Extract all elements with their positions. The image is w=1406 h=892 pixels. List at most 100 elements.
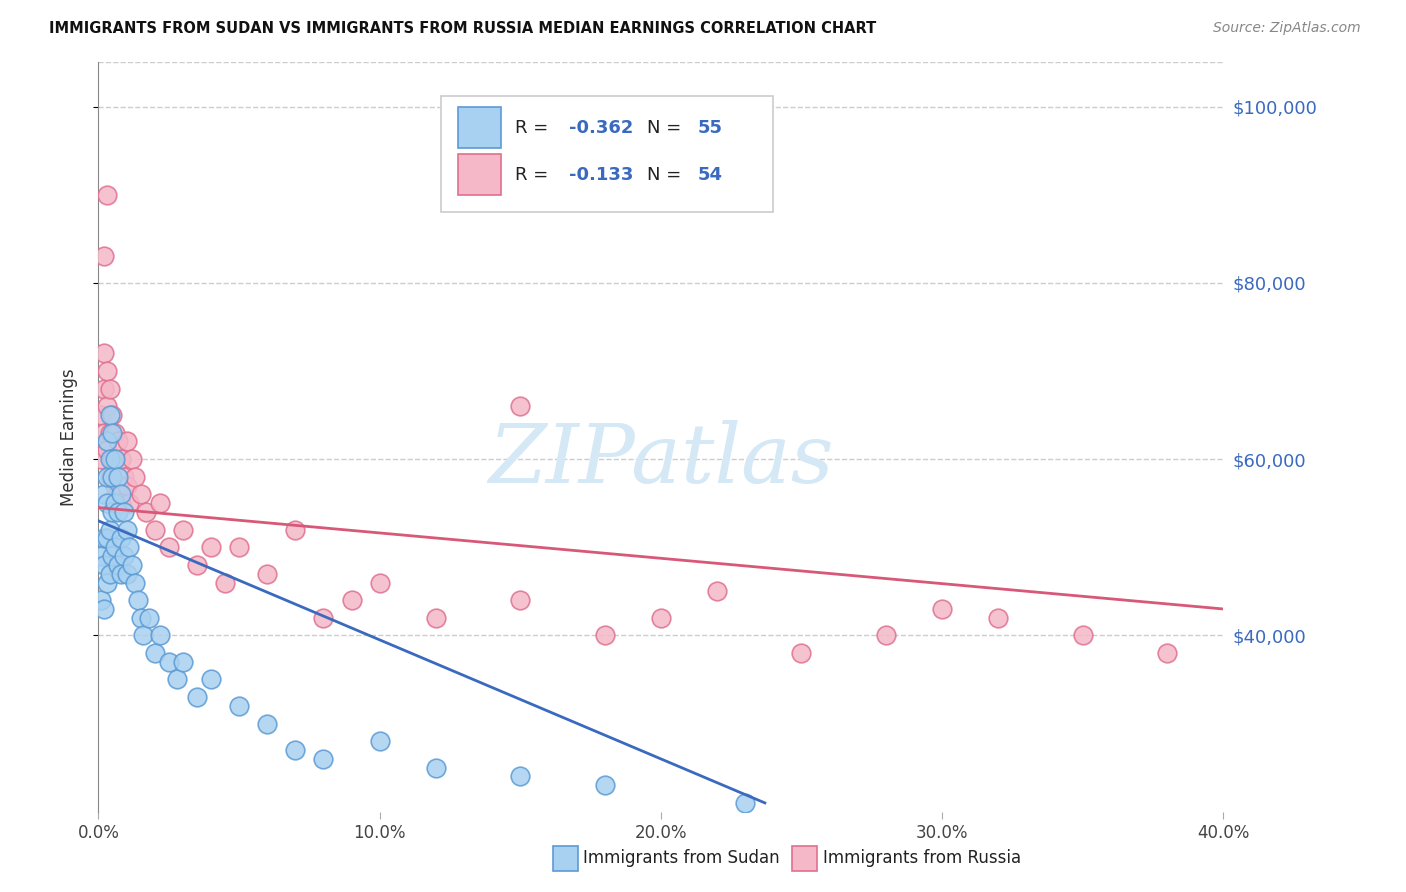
Point xyxy=(340,593,363,607)
Point xyxy=(110,532,132,546)
Point xyxy=(115,523,138,537)
Point xyxy=(149,496,172,510)
Point xyxy=(107,505,129,519)
Point xyxy=(104,452,127,467)
Point xyxy=(186,690,208,705)
Point xyxy=(96,364,118,378)
Point xyxy=(98,523,121,537)
Y-axis label: Median Earnings: Median Earnings xyxy=(59,368,77,506)
Text: IMMIGRANTS FROM SUDAN VS IMMIGRANTS FROM RUSSIA MEDIAN EARNINGS CORRELATION CHAR: IMMIGRANTS FROM SUDAN VS IMMIGRANTS FROM… xyxy=(49,21,876,37)
Point xyxy=(107,558,129,572)
Point xyxy=(200,673,222,687)
Point xyxy=(790,646,813,660)
Point xyxy=(96,434,118,449)
Point xyxy=(1156,646,1178,660)
Text: N =: N = xyxy=(647,166,688,184)
Point xyxy=(228,698,250,713)
Point xyxy=(93,532,115,546)
Point xyxy=(96,575,118,590)
Point xyxy=(509,769,531,783)
Point xyxy=(93,602,115,616)
Point xyxy=(172,655,194,669)
Point xyxy=(110,496,132,510)
Point xyxy=(104,425,127,440)
Point xyxy=(101,452,124,467)
Point xyxy=(112,505,135,519)
Text: ZIPatlas: ZIPatlas xyxy=(488,419,834,500)
Point xyxy=(284,523,307,537)
Text: -0.362: -0.362 xyxy=(568,119,633,136)
Point xyxy=(132,628,155,642)
Point xyxy=(143,523,166,537)
Point xyxy=(93,558,115,572)
Point xyxy=(312,611,335,625)
Point xyxy=(101,425,124,440)
Point xyxy=(93,382,115,396)
Point xyxy=(214,575,236,590)
Point xyxy=(149,628,172,642)
Point xyxy=(110,452,132,467)
Point xyxy=(98,408,121,422)
Text: -0.133: -0.133 xyxy=(568,166,633,184)
Point xyxy=(157,655,180,669)
Text: R =: R = xyxy=(515,119,554,136)
FancyBboxPatch shape xyxy=(441,96,773,212)
Point xyxy=(127,593,149,607)
Point xyxy=(98,382,121,396)
Point xyxy=(509,399,531,413)
Point xyxy=(96,469,118,483)
Point xyxy=(200,541,222,555)
Point xyxy=(90,408,112,422)
Point xyxy=(112,549,135,563)
Point xyxy=(425,761,447,775)
Text: Immigrants from Russia: Immigrants from Russia xyxy=(823,849,1021,867)
Point xyxy=(118,496,141,510)
Point xyxy=(115,478,138,492)
Point xyxy=(96,532,118,546)
Point xyxy=(96,187,118,202)
Point xyxy=(931,602,953,616)
Point xyxy=(104,541,127,555)
Point xyxy=(509,593,531,607)
Text: N =: N = xyxy=(647,119,688,136)
Point xyxy=(93,487,115,501)
Point xyxy=(96,399,118,413)
Point xyxy=(135,505,157,519)
Point xyxy=(93,346,115,360)
Text: Immigrants from Sudan: Immigrants from Sudan xyxy=(583,849,780,867)
Point xyxy=(121,452,143,467)
Point xyxy=(96,496,118,510)
Point xyxy=(118,541,141,555)
Point xyxy=(987,611,1010,625)
Point xyxy=(98,425,121,440)
Point xyxy=(115,434,138,449)
Point xyxy=(284,743,307,757)
Point xyxy=(172,523,194,537)
Point xyxy=(98,566,121,581)
Point xyxy=(104,478,127,492)
Point xyxy=(121,558,143,572)
Point xyxy=(107,434,129,449)
Point xyxy=(101,469,124,483)
Point xyxy=(138,611,160,625)
Point xyxy=(593,778,616,792)
Point xyxy=(706,584,728,599)
Point xyxy=(256,716,278,731)
Point xyxy=(124,575,146,590)
Point xyxy=(1071,628,1094,642)
Point xyxy=(101,505,124,519)
Point xyxy=(112,469,135,483)
Point xyxy=(90,593,112,607)
Point xyxy=(93,425,115,440)
Point xyxy=(312,752,335,766)
Point xyxy=(110,566,132,581)
Point xyxy=(110,487,132,501)
Point xyxy=(90,452,112,467)
Point xyxy=(228,541,250,555)
Point xyxy=(124,469,146,483)
Point xyxy=(425,611,447,625)
Text: R =: R = xyxy=(515,166,554,184)
Point xyxy=(107,469,129,483)
Point xyxy=(98,452,121,467)
Text: 55: 55 xyxy=(697,119,723,136)
